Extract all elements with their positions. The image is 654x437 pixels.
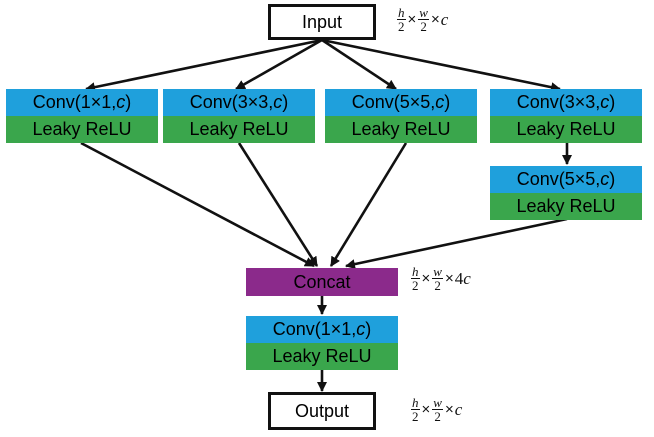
output-label: Output [294,400,350,421]
branch-4-block: Conv(3×3, c) Leaky ReLU [490,89,642,143]
branch-5-block: Conv(5×5, c) Leaky ReLU [490,166,642,220]
dim-w: w [432,264,443,279]
branch-5-conv: Conv(5×5, c) [490,166,642,193]
branch-3-block: Conv(5×5, c) Leaky ReLU [325,89,477,143]
dim-h: h [411,264,420,279]
dim-c: c [463,268,471,288]
branch-1-conv: Conv(1×1, c) [6,89,158,116]
output-node: Output [268,392,376,430]
dim-c: c [454,399,463,419]
arrow-branch-2-to-concat [237,142,319,267]
branch-1-block: Conv(1×1, c) Leaky ReLU [6,89,158,143]
dim-w: w [418,5,429,20]
arrow-branch-1-to-concat [80,141,315,268]
arrow-input-to-branch-2 [235,38,323,91]
dim-w: w [432,395,443,410]
branch-3-conv: Conv(5×5, c) [325,89,477,116]
branch-4-activation: Leaky ReLU [490,116,642,143]
dim-h: h [411,395,420,410]
dim-c: c [440,9,449,29]
branch-2-block: Conv(3×3, c) Leaky ReLU [163,89,315,143]
arrow-input-to-branch-4 [321,38,561,93]
branch-2-conv: Conv(3×3, c) [163,89,315,116]
branch-2-activation: Leaky ReLU [163,116,315,143]
dim-h: h [397,5,406,20]
arrow-input-to-branch-3 [321,38,397,91]
input-label: Input [301,11,343,32]
final-block: Conv(1×1, c) Leaky ReLU [246,316,398,370]
arrow-branch-3-to-concat [329,142,408,267]
branch-4-conv: Conv(3×3, c) [490,89,642,116]
branch-5-activation: Leaky ReLU [490,193,642,220]
arrow-input-to-branch-1 [85,38,323,93]
branch-3-activation: Leaky ReLU [325,116,477,143]
concat-label: Concat [293,271,351,292]
branch-1-activation: Leaky ReLU [6,116,158,143]
input-node: Input [268,4,376,40]
arrow-branch-5-to-concat [345,217,568,270]
concat-node: Concat [246,268,398,296]
final-activation: Leaky ReLU [246,343,398,370]
final-conv: Conv(1×1, c) [246,316,398,343]
